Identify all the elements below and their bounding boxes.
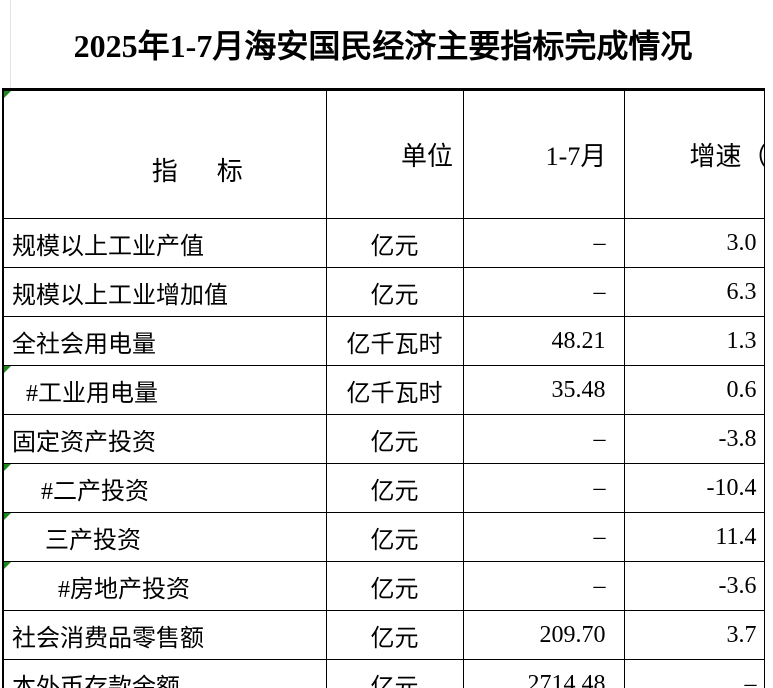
unit-cell[interactable]: 亿元 (325, 414, 464, 464)
value-cell[interactable]: – (462, 267, 625, 317)
growth-cell[interactable]: 3.7 (623, 610, 765, 660)
header-growth-label: 增速（%） (689, 142, 764, 171)
growth-cell[interactable]: -3.8 (623, 414, 765, 464)
header-indicator-label: 指 标 (151, 157, 243, 186)
header-period-cell[interactable]: 1-7月 (462, 89, 625, 219)
unit-cell[interactable]: 亿元 (325, 561, 464, 611)
value-cell[interactable]: 209.70 (462, 610, 625, 660)
header-growth-cell[interactable]: 增速（%） (623, 89, 765, 219)
indicator-cell[interactable]: 规模以上工业产值 (2, 218, 327, 268)
value-cell[interactable]: – (462, 561, 625, 611)
growth-cell[interactable]: 3.0 (623, 218, 765, 268)
header-unit-cell[interactable]: 单位 (325, 89, 464, 219)
value-cell[interactable]: – (462, 218, 625, 268)
header-period-label: 1-7月 (545, 142, 607, 171)
indicator-cell[interactable]: 固定资产投资 (2, 414, 327, 464)
table-row: 本外币存款余额 亿元 2714.48– (2, 659, 765, 688)
indicators-table: 指 标 单位 1-7月 增速（%） 规模以上工业产值亿元–3.0规模以上工业增加… (2, 88, 765, 688)
indicator-cell[interactable]: #二产投资 (2, 463, 327, 513)
indicator-cell[interactable]: #房地产投资 (2, 561, 327, 611)
page-title: 2025年1-7月海安国民经济主要指标完成情况 (73, 28, 693, 64)
growth-cell[interactable]: 1.3 (623, 316, 765, 366)
error-indicator-triangle (4, 513, 11, 520)
growth-cell[interactable]: 0.6 (623, 365, 765, 415)
table-row: 固定资产投资 亿元 – -3.8 (2, 414, 765, 464)
unit-cell[interactable]: 亿元 (325, 610, 464, 660)
growth-cell[interactable]: 6.3 (623, 267, 765, 317)
table-row: 社会消费品零售额 亿元 209.70 3.7 (2, 610, 765, 660)
unit-cell[interactable]: 亿元 (325, 218, 464, 268)
header-unit-label: 单位 (400, 142, 453, 171)
value-cell[interactable]: 48.21 (462, 316, 625, 366)
indicator-cell[interactable]: 规模以上工业增加值 (2, 267, 327, 317)
column-gridline (10, 0, 11, 88)
table-row: 规模以上工业产值 亿元 –3.0 (2, 218, 765, 268)
error-indicator-triangle (4, 366, 11, 373)
error-indicator-triangle (4, 91, 11, 98)
indicator-cell[interactable]: 社会消费品零售额 (2, 610, 327, 660)
growth-cell[interactable]: -3.6 (623, 561, 765, 611)
unit-cell[interactable]: 亿千瓦时 (325, 316, 464, 366)
header-indicator-cell[interactable]: 指 标 (2, 89, 327, 219)
error-indicator-triangle (4, 464, 11, 471)
unit-cell[interactable]: 亿元 (325, 463, 464, 513)
value-cell[interactable]: – (462, 463, 625, 513)
indicator-cell[interactable]: 三产投资 (2, 512, 327, 562)
value-cell[interactable]: 35.48 (462, 365, 625, 415)
unit-cell[interactable]: 亿元 (325, 512, 464, 562)
indicator-cell[interactable]: #工业用电量 (2, 365, 327, 415)
table-row: 全社会用电量 亿千瓦时 48.21 1.3 (2, 316, 765, 366)
growth-cell[interactable]: 11.4 (623, 512, 765, 562)
value-cell[interactable]: – (462, 512, 625, 562)
unit-cell[interactable]: 亿元 (325, 267, 464, 317)
table-row: #房地产投资 亿元 – -3.6 (2, 561, 765, 611)
growth-cell[interactable]: – (623, 659, 765, 688)
indicator-cell[interactable]: 全社会用电量 (2, 316, 327, 366)
table-row: 规模以上工业增加值 亿元 –6.3 (2, 267, 765, 317)
unit-cell[interactable]: 亿千瓦时 (325, 365, 464, 415)
value-cell[interactable]: – (462, 414, 625, 464)
table-row: 三产投资 亿元 –11.4 (2, 512, 765, 562)
unit-cell[interactable]: 亿元 (325, 659, 464, 688)
growth-cell[interactable]: -10.4 (623, 463, 765, 513)
table-body: 规模以上工业产值 亿元 –3.0 规模以上工业增加值 亿元 –6.3 全社会用电量 亿千瓦时 4… (2, 218, 765, 688)
table-row: #二产投资 亿元 – -10.4 (2, 463, 765, 513)
table-header: 指 标 单位 1-7月 增速（%） (2, 89, 765, 219)
error-indicator-triangle (4, 562, 11, 569)
table-row: #工业用电量 亿千瓦时 35.48 0.6 (2, 365, 765, 415)
indicator-cell[interactable]: 本外币存款余额 (2, 659, 327, 688)
header-row: 指 标 单位 1-7月 增速（%） (2, 89, 765, 219)
value-cell[interactable]: 2714.48 (462, 659, 625, 688)
